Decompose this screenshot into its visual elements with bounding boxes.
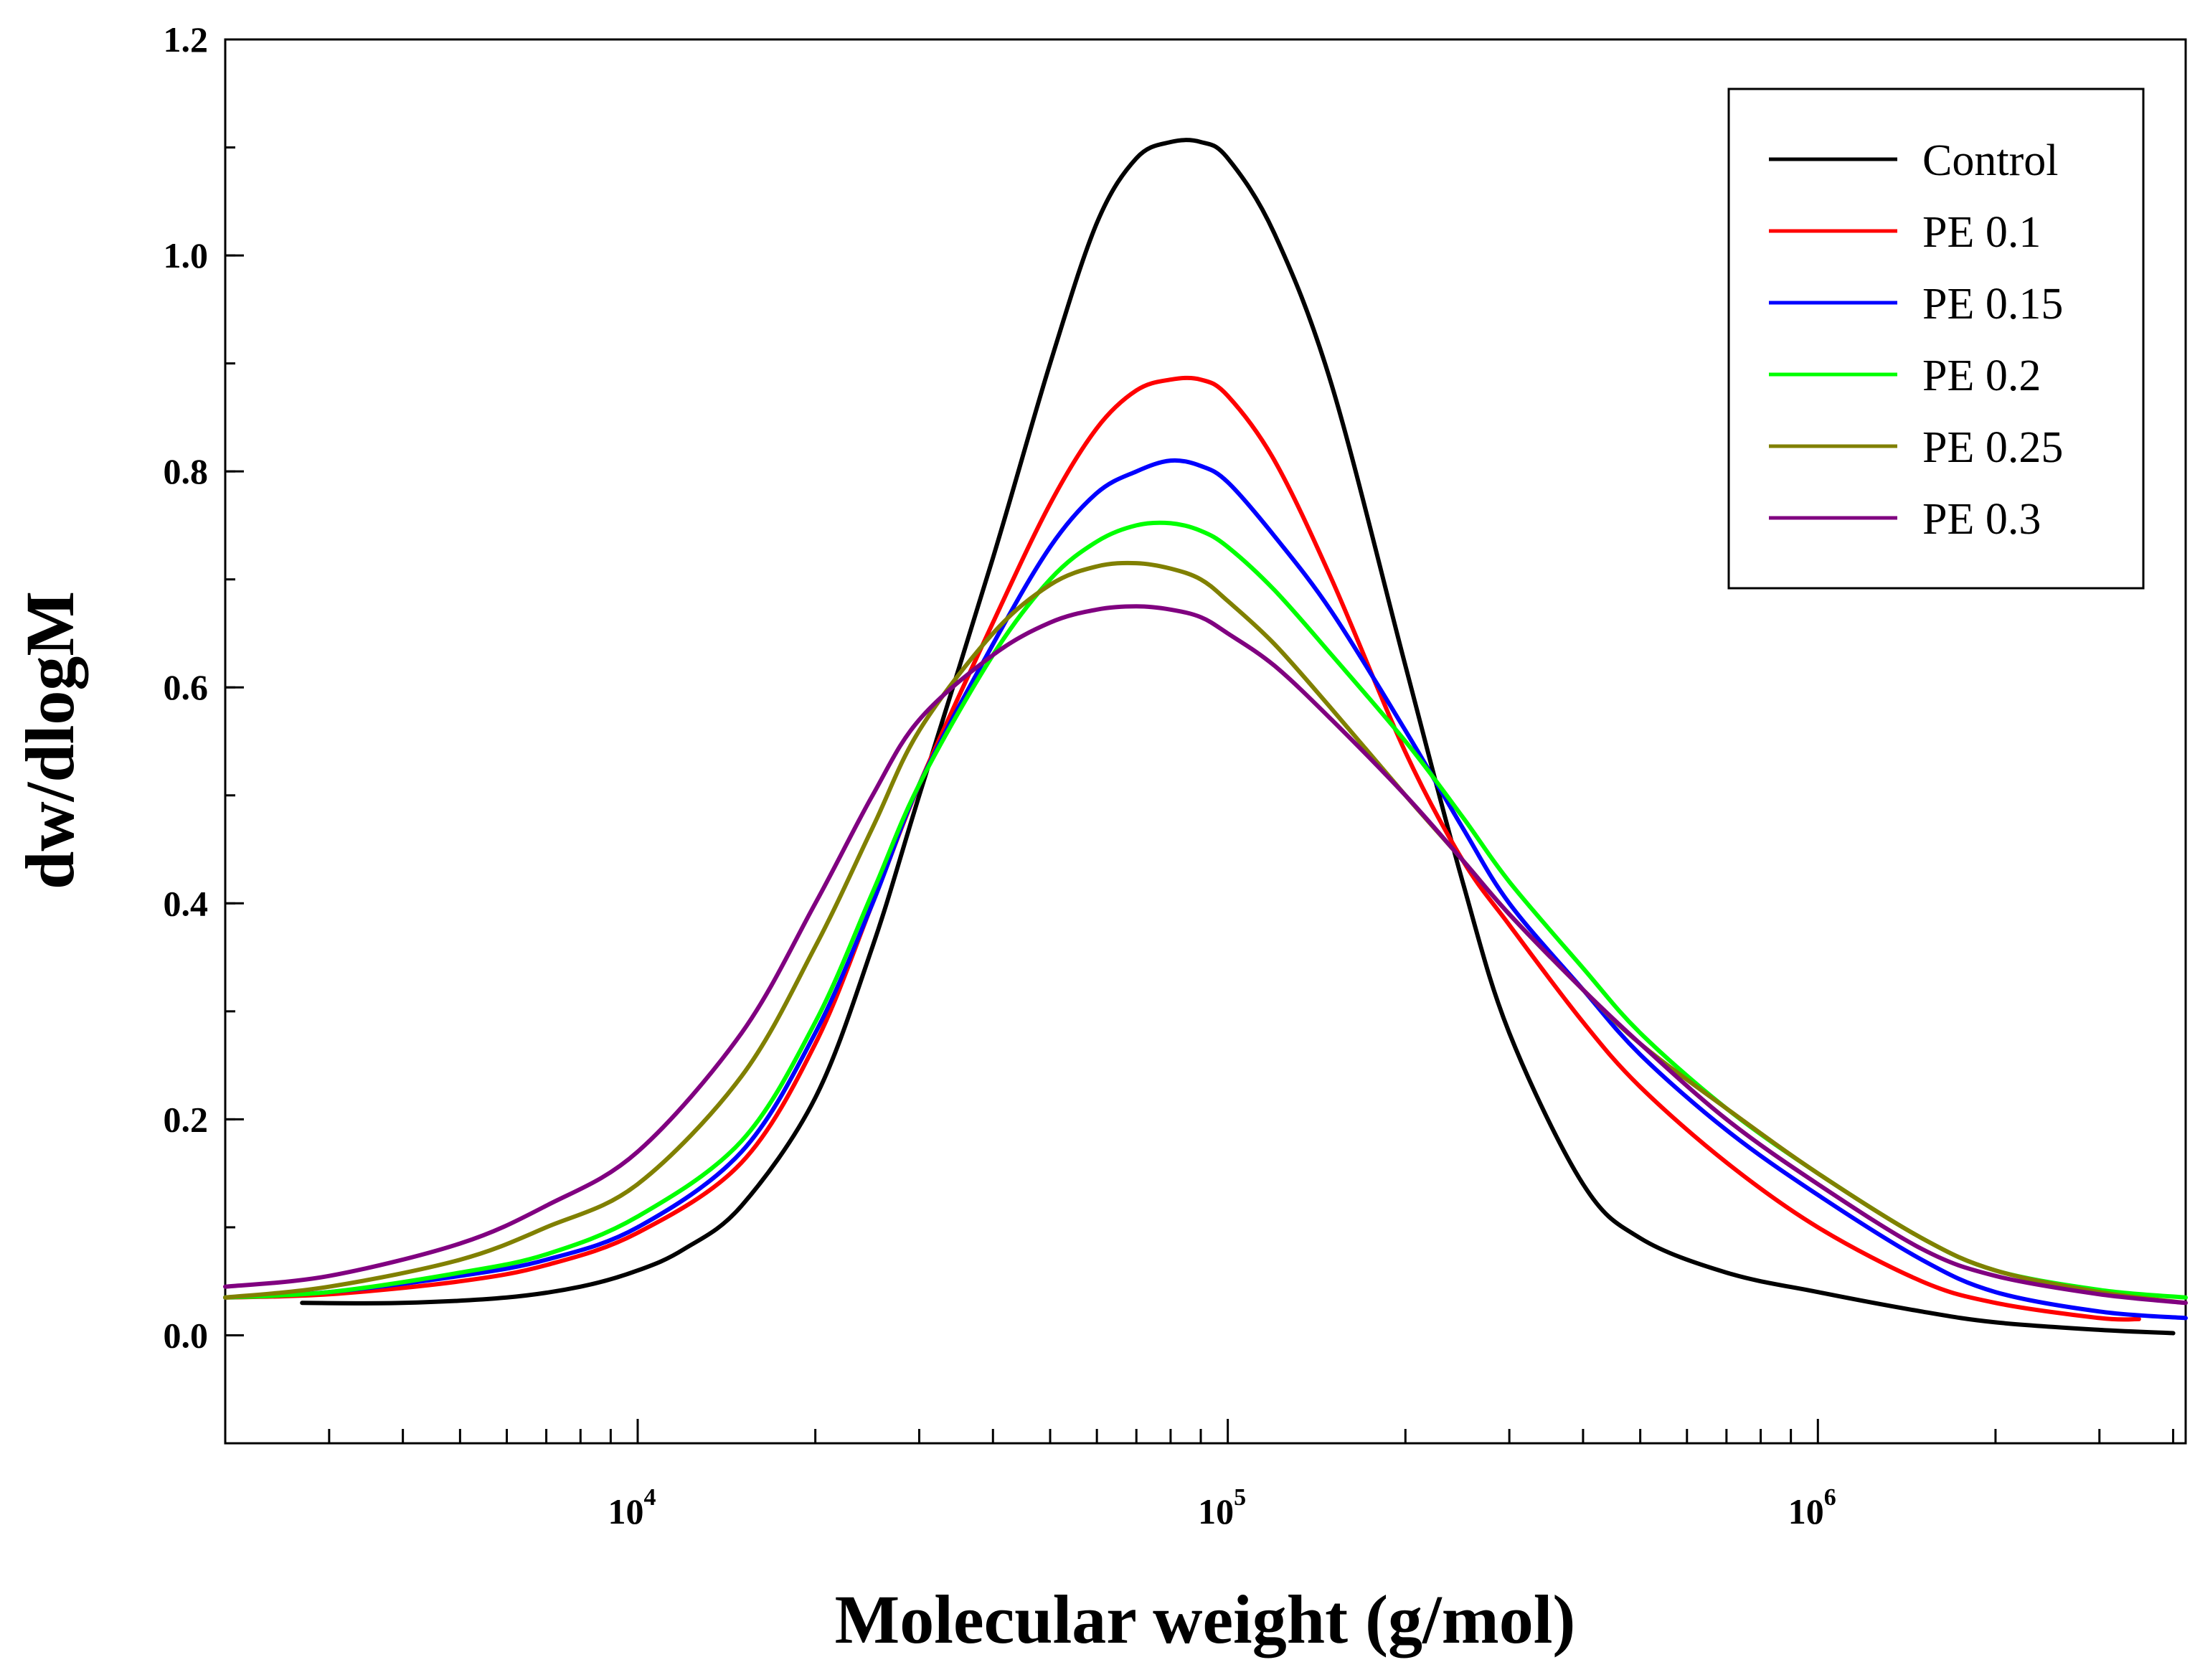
y-tick-label: 0.6 (164, 667, 209, 707)
legend-box (1727, 88, 2145, 590)
y-tick-label: 0.8 (164, 451, 209, 491)
legend-label: PE 0.25 (1922, 423, 2063, 472)
series-line-pe-0-25 (223, 560, 2188, 1306)
x-axis-title: Molecular weight (g/mol) (835, 1581, 1576, 1658)
y-axis-title: dw/dlogM (11, 591, 88, 889)
x-axis: 104 105 106 (224, 1419, 2175, 1532)
series-line-pe-0-1 (223, 375, 2141, 1322)
legend-label: PE 0.15 (1922, 280, 2063, 329)
x-tick-label: 105 (1198, 1484, 1246, 1532)
legend-label: Control (1922, 136, 2058, 185)
series-layer (223, 138, 2188, 1336)
series-line-control (300, 138, 2176, 1336)
plot-area (224, 38, 2187, 1445)
x-tick-label: 104 (608, 1484, 656, 1532)
y-tick-label: 1.2 (164, 19, 209, 60)
y-tick-label: 1.0 (164, 235, 209, 275)
y-tick-label: 0.2 (164, 1099, 209, 1139)
x-tick-label: 106 (1788, 1484, 1836, 1532)
legend: Control PE 0.1 PE 0.15 PE 0.2 PE 0.25 PE 0.3 (1727, 88, 2145, 590)
legend-label: PE 0.3 (1922, 495, 2041, 544)
series-line-pe-0-15 (223, 458, 2188, 1321)
legend-label: PE 0.2 (1922, 351, 2041, 400)
y-tick-label: 0.0 (164, 1315, 209, 1355)
y-tick-label: 0.4 (164, 883, 209, 923)
series-line-pe-0-3 (223, 604, 2188, 1306)
plot-frame (224, 38, 2187, 1445)
legend-label: PE 0.1 (1922, 208, 2041, 257)
y-axis: 0.0 0.2 0.4 0.6 0.8 1.0 1.2 (164, 19, 244, 1445)
